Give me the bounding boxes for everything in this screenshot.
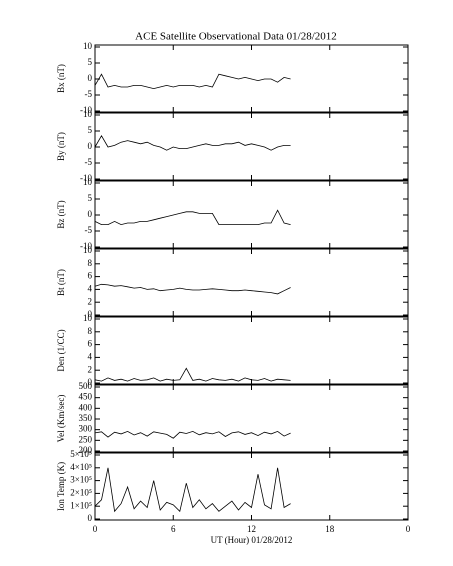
x-tick-label: 0	[406, 524, 411, 534]
x-tick-label: 18	[325, 524, 335, 534]
y-tick-label: 4×10⁵	[70, 462, 92, 472]
y-tick-label: 0	[88, 73, 93, 83]
y-axis-label: Bz (nT)	[56, 200, 66, 228]
x-tick-label: 6	[171, 524, 176, 534]
y-tick-label: 0	[88, 141, 93, 151]
y-tick-label: 3×10⁵	[70, 475, 92, 485]
data-line	[94, 430, 291, 439]
y-tick-label: 500	[79, 381, 93, 391]
y-axis-label: Den (1/CC)	[56, 329, 66, 371]
x-tick-label: 12	[247, 524, 256, 534]
x-tick-label: 0	[93, 524, 98, 534]
y-tick-label: 0	[88, 209, 93, 219]
y-tick-label: 350	[79, 413, 93, 423]
y-axis-label: By (nT)	[56, 132, 66, 161]
y-tick-label: 5	[88, 125, 93, 135]
data-line	[94, 283, 291, 295]
y-axis-label: Ion Temp (K)	[56, 462, 66, 511]
y-tick-label: 8	[88, 258, 93, 268]
y-tick-label: 4	[88, 351, 93, 361]
y-tick-label: 5	[88, 57, 93, 67]
y-tick-label: 5	[88, 193, 93, 203]
y-tick-label: 8	[88, 326, 93, 336]
data-line	[94, 367, 291, 382]
y-tick-label: 2×10⁵	[70, 487, 92, 497]
chart-title: ACE Satellite Observational Data 01/28/2…	[135, 31, 337, 43]
y-tick-label: 2	[88, 296, 93, 306]
y-tick-label: 250	[79, 434, 93, 444]
y-tick-label: 10	[83, 245, 93, 255]
y-axis-label: Bx (nT)	[56, 64, 66, 93]
y-tick-label: -10	[80, 173, 92, 183]
y-tick-label: -5	[85, 89, 93, 99]
y-tick-label: 2	[88, 364, 93, 374]
y-tick-label: 450	[79, 392, 93, 402]
y-tick-label: 6	[88, 339, 93, 349]
y-tick-label: 0	[88, 377, 93, 387]
y-tick-label: 6	[88, 271, 93, 281]
y-tick-label: 10	[83, 313, 93, 323]
y-tick-label: 4	[88, 283, 93, 293]
y-tick-label: 400	[79, 402, 93, 412]
y-tick-label: 200	[79, 445, 93, 455]
y-tick-label: -10	[80, 241, 92, 251]
y-tick-label: 10	[83, 41, 93, 51]
y-tick-label: 0	[88, 309, 93, 319]
y-axis-label: Bt (nT)	[56, 269, 66, 296]
y-tick-label: 10	[83, 109, 93, 119]
x-axis-label: UT (Hour) 01/28/2012	[211, 535, 293, 545]
y-axis-label: Vel (Km/sec)	[56, 395, 66, 443]
data-line	[94, 209, 291, 226]
y-tick-label: -10	[80, 105, 92, 115]
data-line	[94, 73, 291, 90]
y-tick-label: 10	[83, 177, 93, 187]
data-line	[94, 135, 291, 151]
y-tick-label: 300	[79, 424, 93, 434]
y-tick-label: -5	[85, 225, 93, 235]
y-tick-label: -5	[85, 157, 93, 167]
data-line	[94, 467, 291, 513]
y-tick-label: 0	[88, 513, 93, 523]
y-tick-label: 1×10⁵	[70, 500, 92, 510]
y-tick-label: 5×10⁵	[70, 449, 92, 459]
